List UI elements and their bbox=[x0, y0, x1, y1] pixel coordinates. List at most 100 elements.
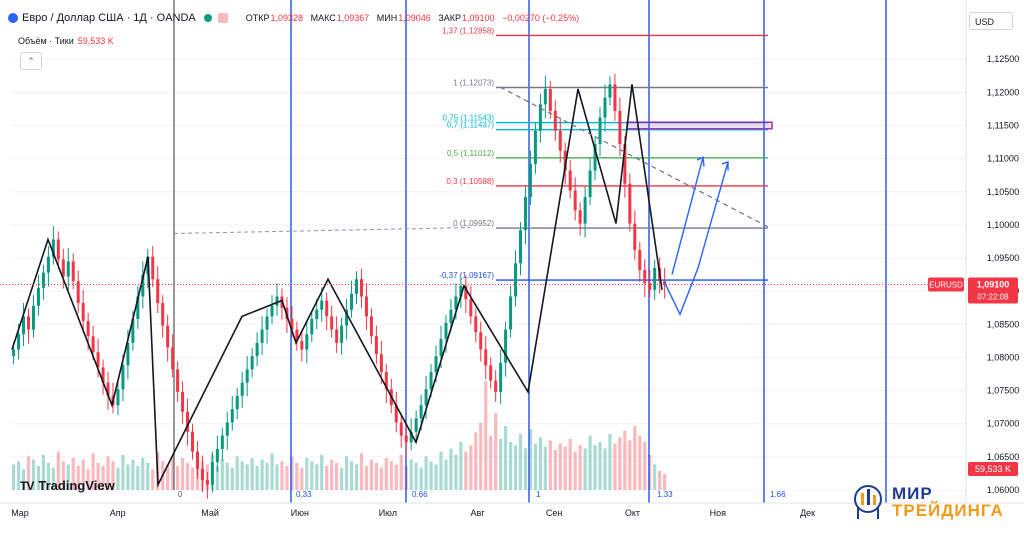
candle-body bbox=[66, 261, 70, 277]
market-status-icon bbox=[203, 14, 212, 22]
candle-body bbox=[350, 293, 354, 310]
tradingview-watermark[interactable]: TV TradingView bbox=[20, 478, 115, 493]
fibonacci-retracement: 1,37 (1,12858)1 (1,12073)0,75 (1,11543)0… bbox=[439, 26, 773, 281]
volume-bar bbox=[374, 462, 378, 490]
candle-body bbox=[205, 480, 209, 485]
candle-body bbox=[394, 405, 398, 423]
candle-body bbox=[12, 349, 16, 357]
volume-bar bbox=[185, 462, 190, 490]
cycle-label: 1 bbox=[536, 490, 541, 499]
candle-body bbox=[608, 84, 612, 98]
volume-bar bbox=[648, 454, 652, 490]
volume-bar bbox=[305, 458, 309, 490]
volume-bar bbox=[578, 445, 582, 490]
candle-body bbox=[613, 84, 617, 111]
volume-bar bbox=[558, 443, 562, 490]
volume-bar bbox=[638, 435, 642, 490]
candle-body bbox=[260, 329, 264, 343]
volume-bar bbox=[255, 466, 259, 490]
y-tick-label: 1,07500 bbox=[987, 386, 1020, 396]
purple-zone-box bbox=[626, 121, 773, 130]
volume-bar bbox=[394, 464, 398, 490]
volume-bar bbox=[26, 456, 31, 490]
low-value: 1,09046 bbox=[398, 13, 431, 23]
volume-bar bbox=[573, 451, 577, 490]
y-tick-label: 1,11000 bbox=[987, 154, 1019, 164]
currency-select[interactable]: USD bbox=[969, 12, 1013, 30]
volume-bar bbox=[518, 434, 523, 490]
candle-body bbox=[186, 411, 190, 432]
candle-body bbox=[459, 285, 463, 297]
candle-body bbox=[484, 349, 488, 366]
volume-bar bbox=[310, 461, 314, 490]
candle-body bbox=[379, 354, 383, 373]
x-tick-label: Июн bbox=[291, 508, 309, 518]
candle-body bbox=[474, 316, 478, 333]
candle-body bbox=[240, 382, 244, 396]
symbol-tag-label: EURUSD bbox=[929, 281, 963, 290]
volume-bar bbox=[36, 466, 41, 490]
candle-body bbox=[519, 230, 523, 264]
collapse-legend-button[interactable]: ⌃ bbox=[20, 52, 42, 70]
volume-tag-value: 59,533 K bbox=[975, 464, 1011, 474]
candle-body bbox=[320, 300, 324, 310]
time-axis: Мар Апр Май Июн Июл Авг Сен Окт Ноя Дек bbox=[0, 502, 1024, 518]
volume-bar bbox=[508, 442, 513, 490]
drawing-tools bbox=[0, 84, 966, 488]
candle-body bbox=[628, 183, 632, 224]
volume-bar bbox=[344, 456, 349, 490]
candle-body bbox=[51, 239, 55, 257]
high-label: МАКС bbox=[310, 13, 336, 23]
y-tick-label: 1,08500 bbox=[987, 319, 1020, 329]
x-tick-label: Авг bbox=[471, 508, 486, 518]
volume-bar bbox=[46, 462, 50, 490]
volume-bar bbox=[653, 464, 657, 490]
last-price-tag bbox=[968, 277, 1018, 304]
volume-bar bbox=[409, 459, 413, 490]
x-tick-label: Мар bbox=[11, 508, 29, 518]
x-tick-label: Окт bbox=[625, 508, 640, 518]
volume-bar bbox=[444, 459, 448, 490]
volume-bar bbox=[419, 467, 423, 490]
volume-bar bbox=[434, 464, 438, 490]
volume-label: Объём · Тики bbox=[18, 36, 74, 46]
volume-bar bbox=[280, 461, 284, 490]
candle-body bbox=[181, 391, 185, 412]
candle-body bbox=[399, 422, 403, 436]
volume-bar bbox=[56, 451, 60, 490]
chart-grid bbox=[12, 58, 966, 491]
candle-body bbox=[235, 395, 239, 410]
candle-body bbox=[46, 256, 50, 273]
volume-bar bbox=[340, 467, 344, 490]
candle-body bbox=[623, 144, 627, 184]
candle-body bbox=[369, 316, 373, 337]
volume-bar bbox=[389, 461, 393, 490]
candle-body bbox=[618, 110, 622, 145]
volume-bar bbox=[598, 442, 602, 490]
volume-bar bbox=[91, 453, 95, 490]
volume-bar bbox=[523, 448, 528, 490]
fib-level-label: 0,3 (1,10588) bbox=[446, 177, 494, 186]
candle-body bbox=[563, 150, 567, 171]
volume-bar bbox=[176, 466, 180, 490]
volume-bar bbox=[71, 458, 75, 490]
volume-bar bbox=[245, 464, 249, 490]
volume-bar bbox=[270, 453, 274, 490]
volume-bar bbox=[479, 422, 483, 490]
candle-body bbox=[583, 197, 587, 224]
candle-body bbox=[225, 422, 229, 436]
candle-body bbox=[300, 340, 304, 350]
y-tick-label: 1,07000 bbox=[987, 419, 1020, 429]
volume-bar bbox=[285, 466, 289, 490]
symbol-title[interactable]: Евро / Доллар США · 1Д · OANDA bbox=[22, 12, 196, 24]
volume-bar bbox=[469, 445, 473, 490]
candle-body bbox=[340, 325, 344, 343]
candle-body bbox=[643, 269, 647, 284]
candle-body bbox=[31, 305, 35, 330]
volume-bar bbox=[563, 446, 567, 490]
volume-bar bbox=[66, 464, 70, 490]
candle-body bbox=[355, 279, 359, 294]
volume-legend[interactable]: Объём · Тики 59,533 K bbox=[18, 36, 114, 46]
currency-value: USD bbox=[975, 17, 995, 27]
